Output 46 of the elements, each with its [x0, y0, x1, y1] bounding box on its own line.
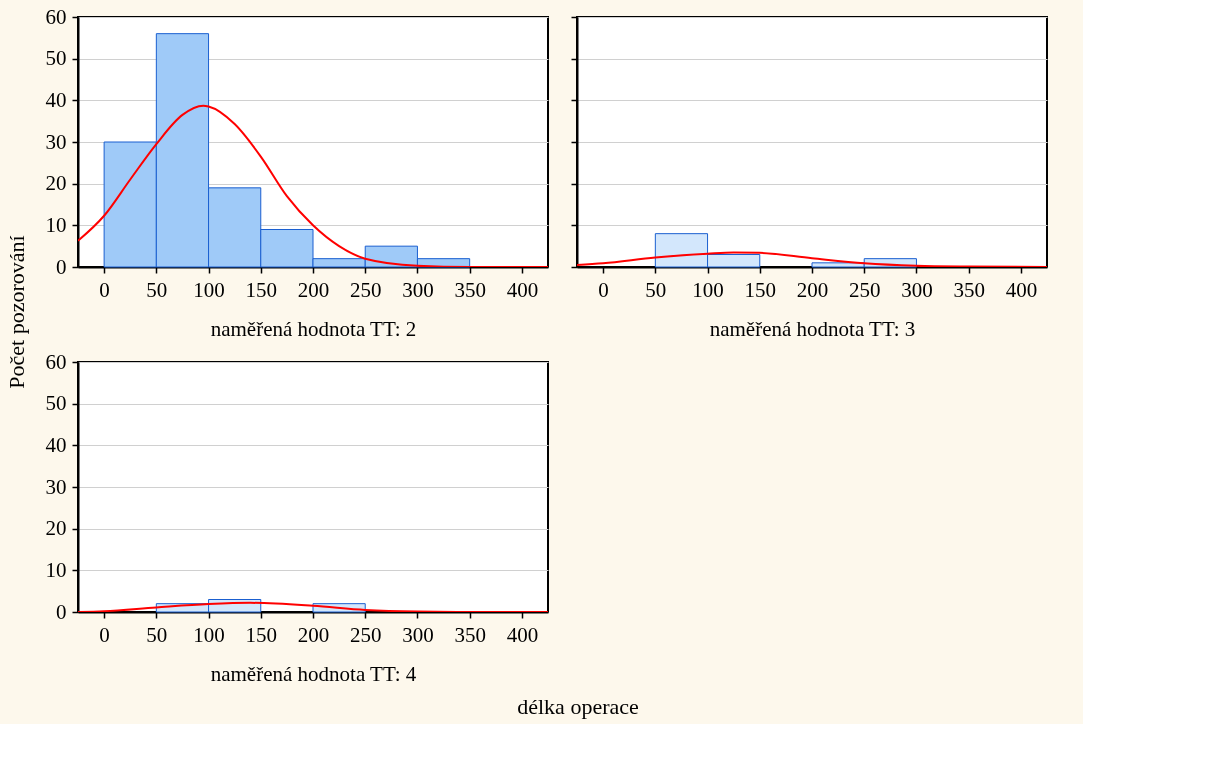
x-tick-label: 400: [1005, 277, 1038, 302]
x-tick-label: 200: [297, 277, 330, 302]
x-tick-label: 350: [454, 622, 486, 647]
x-tick-label: 250: [349, 622, 382, 647]
y-tick-label: 60: [45, 349, 67, 374]
y-tick-label: 60: [45, 4, 67, 29]
x-tick-label: 0: [99, 277, 110, 302]
y-tick-label: 20: [45, 516, 67, 541]
x-axis-title: naměřená hodnota TT: 4: [210, 661, 417, 686]
x-tick-label: 300: [402, 622, 434, 647]
y-tick-label: 30: [45, 129, 67, 154]
y-tick-label: 40: [45, 432, 67, 457]
x-tick-label: 50: [645, 277, 667, 302]
x-tick-label: 200: [297, 622, 330, 647]
x-axis-title: naměřená hodnota TT: 2: [210, 316, 417, 341]
x-tick-label: 400: [506, 622, 539, 647]
x-tick-label: 300: [402, 277, 434, 302]
x-tick-label: 50: [146, 622, 168, 647]
x-tick-label: 200: [796, 277, 829, 302]
y-tick-label: 50: [45, 391, 67, 416]
x-axis-title: naměřená hodnota TT: 3: [709, 316, 916, 341]
y-tick-label: 10: [45, 557, 67, 582]
x-tick-label: 250: [349, 277, 382, 302]
x-tick-label: 0: [99, 622, 110, 647]
y-tick-label: 40: [45, 87, 67, 112]
x-tick-label: 150: [245, 277, 278, 302]
x-tick-label: 100: [193, 622, 225, 647]
x-tick-label: 350: [953, 277, 985, 302]
x-tick-label: 300: [901, 277, 933, 302]
x-tick-label: 150: [744, 277, 777, 302]
x-tick-label: 250: [848, 277, 881, 302]
y-tick-label: 0: [56, 599, 67, 624]
y-tick-label: 20: [45, 171, 67, 196]
x-tick-label: 100: [193, 277, 225, 302]
x-tick-label: 100: [692, 277, 724, 302]
x-tick-label: 400: [506, 277, 539, 302]
y-tick-label: 10: [45, 212, 67, 237]
y-tick-label: 30: [45, 474, 67, 499]
x-tick-label: 0: [598, 277, 609, 302]
x-tick-label: 50: [146, 277, 168, 302]
y-axis-title: Počet pozorování: [4, 235, 29, 389]
x-tick-label: 150: [245, 622, 278, 647]
y-tick-label: 0: [56, 254, 67, 279]
x-tick-label: 350: [454, 277, 486, 302]
y-tick-label: 50: [45, 46, 67, 71]
text: délka operace: [517, 694, 639, 719]
